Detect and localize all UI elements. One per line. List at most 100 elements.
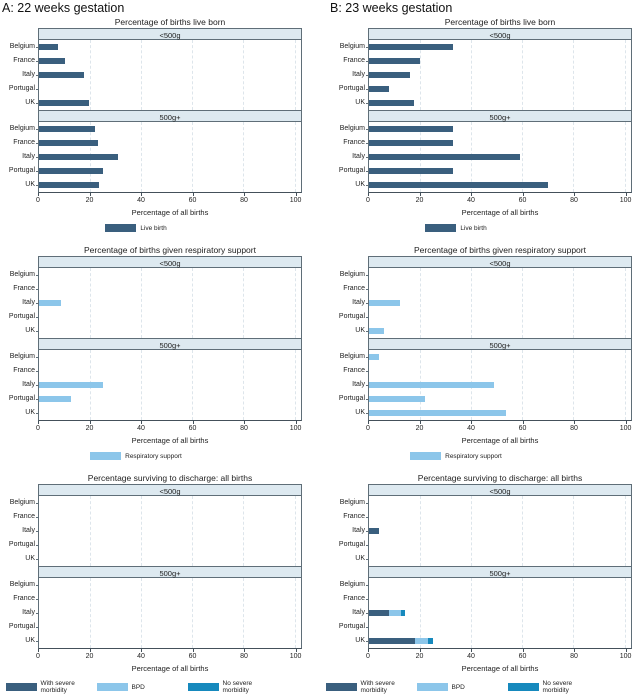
chart: Percentage of births live born <500g Belgi…: [320, 16, 640, 232]
gridline: [573, 40, 575, 110]
panel-header-band: <500g: [38, 256, 302, 268]
bar-segment: [389, 610, 401, 616]
bar: [369, 182, 631, 188]
gridline: [141, 350, 143, 420]
plot-area: Belgium France Italy Portugal UK: [339, 496, 632, 566]
x-tick-mark: [625, 193, 627, 196]
y-tick: [36, 399, 39, 400]
x-tick-mark: [625, 421, 627, 424]
x-tick-mark: [471, 193, 473, 196]
bar: [369, 582, 631, 588]
panel-header-band: 500g+: [368, 566, 632, 578]
category-label: Italy: [22, 609, 35, 616]
category-label: UK: [355, 409, 365, 416]
panel-header-label: 500g+: [159, 113, 181, 122]
bar-segment: [415, 638, 428, 644]
bar-segment: [369, 410, 506, 416]
legend: Live birth: [296, 224, 616, 232]
gridline: [141, 122, 143, 192]
y-tick: [36, 157, 39, 158]
x-tick-mark: [368, 193, 369, 196]
bar: [369, 126, 631, 132]
legend-swatch: [90, 452, 122, 460]
bar-segment: [369, 182, 548, 188]
panel-header-band: <500g: [38, 28, 302, 40]
gridline: [420, 268, 422, 338]
x-tick-label: 20: [415, 197, 424, 204]
category-label: Italy: [352, 381, 365, 388]
panel-header-label: 500g+: [489, 113, 511, 122]
bar: [369, 140, 631, 146]
category-label: France: [13, 139, 35, 146]
x-tick-mark: [574, 649, 576, 652]
bar: [39, 100, 301, 106]
bar-segment: [369, 44, 454, 50]
x-tick-label: 100: [289, 425, 302, 432]
bar-segment: [39, 72, 84, 78]
gridline: [624, 122, 626, 192]
chart-title: Percentage of births given respiratory s…: [414, 245, 586, 255]
gridline: [141, 496, 143, 566]
chart-title: Percentage of births live born: [114, 17, 226, 27]
y-tick: [36, 317, 39, 318]
gridline: [471, 40, 473, 110]
gridline: [243, 496, 245, 566]
category-label: France: [343, 139, 365, 146]
panel-header-band: <500g: [38, 484, 302, 496]
y-tick: [36, 385, 39, 386]
y-tick: [366, 399, 369, 400]
bar: [39, 354, 301, 360]
y-tick: [366, 143, 369, 144]
x-axis-label: Percentage of all births: [131, 208, 209, 217]
legend-label: Respiratory support: [445, 452, 502, 460]
category-label: Belgium: [339, 499, 365, 506]
category-label: Italy: [352, 299, 365, 306]
gridline: [573, 578, 575, 648]
bar-segment: [369, 328, 385, 334]
x-tick-label: 40: [137, 197, 145, 204]
x-tick-mark: [419, 193, 421, 196]
y-tick: [366, 331, 369, 332]
panel-header-band: <500g: [368, 256, 632, 268]
category-label: Portugal: [338, 85, 365, 92]
category-label: Italy: [352, 609, 365, 616]
category-label: Belgium: [339, 581, 365, 588]
panel-header-band: 500g+: [38, 566, 302, 578]
legend-label: No severe morbidity: [542, 680, 573, 694]
category-label: UK: [355, 637, 365, 644]
y-tick: [366, 413, 369, 414]
gridline: [141, 578, 143, 648]
x-tick-mark: [38, 649, 39, 652]
gridline: [192, 496, 194, 566]
category-label: UK: [25, 409, 35, 416]
chart: Percentage surviving to discharge: all b…: [0, 472, 320, 694]
legend-swatch: [96, 683, 128, 691]
legend-swatch: [416, 683, 448, 691]
gridline: [243, 122, 245, 192]
y-tick: [366, 599, 369, 600]
x-tick-mark: [141, 649, 143, 652]
category-label: Italy: [22, 299, 35, 306]
bar: [369, 72, 631, 78]
x-tick-mark: [419, 421, 421, 424]
y-tick: [36, 641, 39, 642]
x-tick-mark: [295, 421, 297, 424]
bar-segment: [369, 140, 454, 146]
legend-swatch: [325, 683, 357, 691]
y-tick: [36, 517, 39, 518]
gridline: [90, 268, 92, 338]
bar-segment: [369, 382, 495, 388]
x-tick-label: 0: [36, 425, 40, 432]
bar: [369, 396, 631, 402]
panel-header-band: <500g: [368, 28, 632, 40]
y-tick: [36, 129, 39, 130]
bar-segment: [39, 126, 96, 132]
x-tick-label: 100: [619, 197, 632, 204]
gridline: [243, 40, 245, 110]
y-tick: [366, 275, 369, 276]
gridline: [294, 578, 296, 648]
bar: [39, 58, 301, 64]
bar: [369, 272, 631, 278]
category-label: Portugal: [338, 541, 365, 548]
